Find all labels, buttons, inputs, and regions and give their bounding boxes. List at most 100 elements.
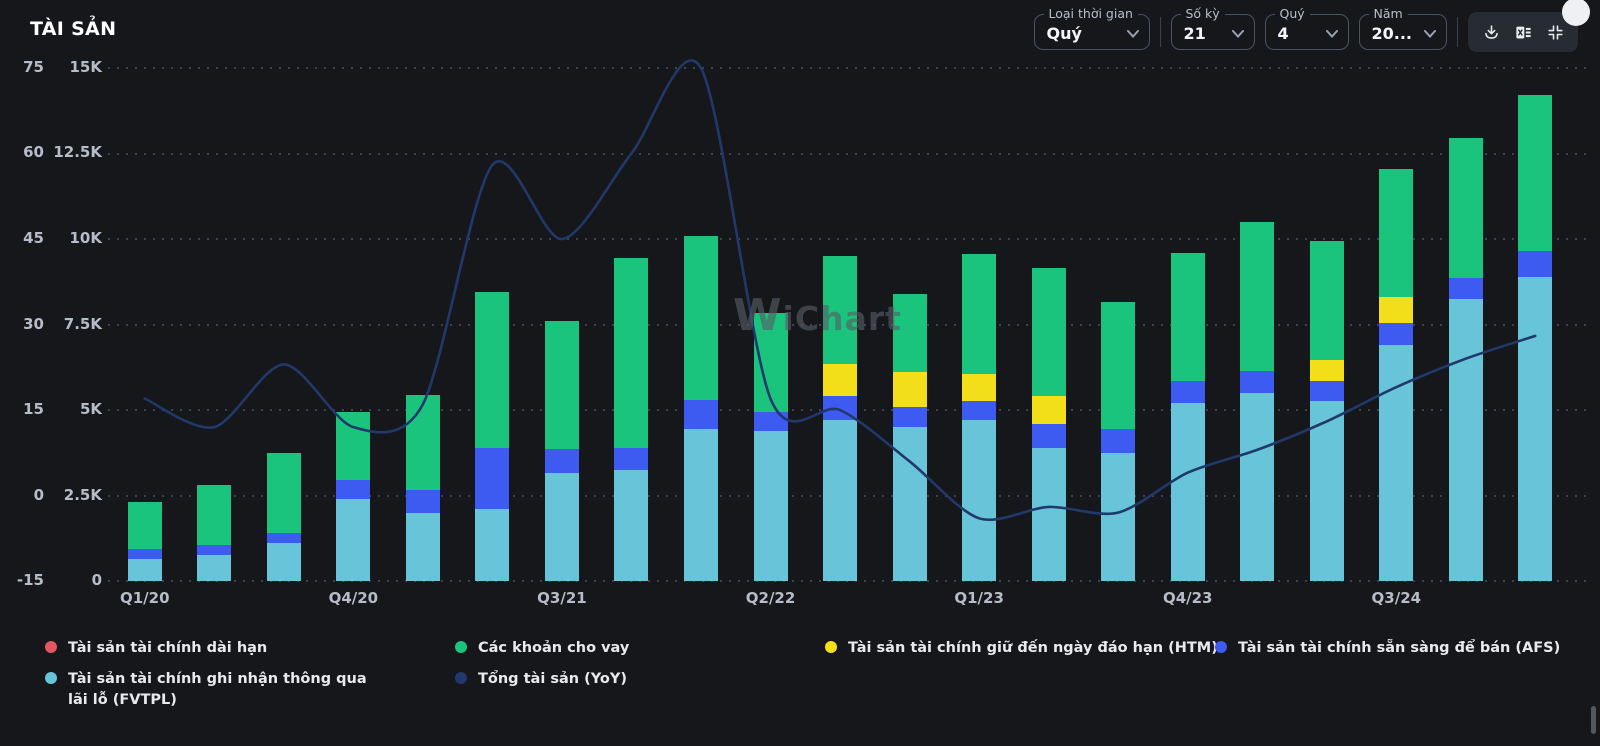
bar-segment-afs[interactable]: [544, 449, 579, 474]
bar-segment-fvtpl[interactable]: [405, 512, 440, 581]
bar-segment-loans[interactable]: [1170, 252, 1205, 381]
bar-segment-loans[interactable]: [614, 257, 649, 448]
bar-segment-afs[interactable]: [1101, 428, 1136, 453]
bar-segment-fvtpl[interactable]: [336, 498, 371, 581]
bar-segment-loans[interactable]: [405, 394, 440, 491]
bar-segment-afs[interactable]: [962, 401, 997, 421]
bar-segment-afs[interactable]: [892, 406, 927, 428]
bar-segment-fvtpl[interactable]: [1379, 345, 1414, 581]
bar-segment-fvtpl[interactable]: [962, 420, 997, 581]
stacked-bar-Q4/24[interactable]: [1448, 68, 1483, 581]
bar-segment-fvtpl[interactable]: [684, 428, 719, 581]
bar-segment-fvtpl[interactable]: [1101, 452, 1136, 581]
stacked-bar-Q3/23[interactable]: [1101, 68, 1136, 581]
legend-item-longterm[interactable]: Tài sản tài chính dài hạn: [45, 638, 267, 659]
stacked-bar-Q1/22[interactable]: [684, 68, 719, 581]
bar-segment-afs[interactable]: [1379, 322, 1414, 346]
bar-segment-loans[interactable]: [544, 321, 579, 450]
bar-segment-fvtpl[interactable]: [127, 558, 162, 581]
stacked-bar-Q4/23[interactable]: [1170, 68, 1205, 581]
bar-segment-loans[interactable]: [684, 235, 719, 400]
select-year[interactable]: Năm 20...: [1358, 6, 1447, 50]
bar-segment-loans[interactable]: [1379, 168, 1414, 298]
stacked-bar-Q2/23[interactable]: [1031, 68, 1066, 581]
stacked-bar-Q2/22[interactable]: [753, 68, 788, 581]
stacked-bar-Q2/21[interactable]: [475, 68, 510, 581]
legend-item-yoy_line[interactable]: Tổng tài sản (YoY): [455, 669, 627, 690]
bar-segment-fvtpl[interactable]: [544, 473, 579, 581]
bar-segment-loans[interactable]: [336, 411, 371, 481]
bar-segment-fvtpl[interactable]: [892, 427, 927, 581]
bar-segment-loans[interactable]: [1518, 95, 1553, 251]
collapse-fullscreen-button[interactable]: [1542, 19, 1568, 45]
stacked-bar-Q3/20[interactable]: [266, 68, 301, 581]
bar-segment-fvtpl[interactable]: [475, 509, 510, 581]
bar-segment-fvtpl[interactable]: [1309, 401, 1344, 581]
bar-segment-fvtpl[interactable]: [823, 420, 858, 581]
stacked-bar-Q1/20[interactable]: [127, 68, 162, 581]
bar-segment-afs[interactable]: [197, 545, 232, 556]
bar-segment-fvtpl[interactable]: [197, 555, 232, 581]
bar-segment-afs[interactable]: [684, 399, 719, 429]
bar-segment-afs[interactable]: [266, 533, 301, 544]
stacked-bar-Q1/21[interactable]: [405, 68, 440, 581]
download-button[interactable]: [1478, 19, 1504, 45]
bar-segment-afs[interactable]: [823, 396, 858, 421]
legend-item-loans[interactable]: Các khoản cho vay: [455, 638, 629, 659]
bar-segment-fvtpl[interactable]: [1240, 392, 1275, 581]
bar-segment-htm[interactable]: [823, 363, 858, 397]
bar-segment-afs[interactable]: [1448, 278, 1483, 299]
bar-segment-fvtpl[interactable]: [1448, 298, 1483, 581]
bar-segment-afs[interactable]: [336, 480, 371, 499]
select-time-type[interactable]: Loại thời gian Quý: [1033, 6, 1150, 50]
bar-segment-loans[interactable]: [1101, 302, 1136, 429]
bar-segment-loans[interactable]: [1309, 240, 1344, 361]
bar-segment-loans[interactable]: [892, 293, 927, 373]
bar-segment-afs[interactable]: [1170, 380, 1205, 404]
stacked-bar-Q3/24[interactable]: [1379, 68, 1414, 581]
bar-segment-loans[interactable]: [127, 502, 162, 549]
stacked-bar-Q4/20[interactable]: [336, 68, 371, 581]
stacked-bar-Q4/22[interactable]: [892, 68, 927, 581]
bar-segment-afs[interactable]: [1240, 370, 1275, 393]
bar-segment-htm[interactable]: [1309, 360, 1344, 381]
bar-segment-loans[interactable]: [1240, 221, 1275, 371]
bar-segment-fvtpl[interactable]: [1170, 403, 1205, 581]
bar-segment-loans[interactable]: [962, 254, 997, 375]
scrollbar-thumb[interactable]: [1591, 706, 1596, 734]
bar-segment-afs[interactable]: [405, 490, 440, 513]
bar-segment-loans[interactable]: [1031, 268, 1066, 397]
legend-item-htm[interactable]: Tài sản tài chính giữ đến ngày đáo hạn (…: [825, 638, 1218, 659]
bar-segment-loans[interactable]: [266, 452, 301, 534]
bar-segment-loans[interactable]: [197, 485, 232, 546]
stacked-bar-Q1/23[interactable]: [962, 68, 997, 581]
bar-segment-fvtpl[interactable]: [266, 543, 301, 581]
stacked-bar-Q2/24[interactable]: [1309, 68, 1344, 581]
stacked-bar-Q1/25[interactable]: [1518, 68, 1553, 581]
bar-segment-htm[interactable]: [962, 374, 997, 402]
bar-segment-loans[interactable]: [1448, 138, 1483, 279]
stacked-bar-Q3/21[interactable]: [544, 68, 579, 581]
bar-segment-fvtpl[interactable]: [753, 430, 788, 581]
bar-segment-afs[interactable]: [475, 447, 510, 510]
stacked-bar-Q1/24[interactable]: [1240, 68, 1275, 581]
legend-item-afs[interactable]: Tài sản tài chính sẵn sàng để bán (AFS): [1215, 638, 1560, 659]
bar-segment-fvtpl[interactable]: [1031, 447, 1066, 581]
stacked-bar-Q3/22[interactable]: [823, 68, 858, 581]
bar-segment-afs[interactable]: [1518, 251, 1553, 277]
bar-segment-loans[interactable]: [823, 256, 858, 364]
bar-segment-fvtpl[interactable]: [614, 469, 649, 581]
bar-segment-loans[interactable]: [753, 312, 788, 412]
select-quarter[interactable]: Quý 4: [1264, 6, 1349, 50]
stacked-bar-Q4/21[interactable]: [614, 68, 649, 581]
excel-export-button[interactable]: [1510, 19, 1536, 45]
bar-segment-afs[interactable]: [127, 548, 162, 559]
bar-segment-htm[interactable]: [1031, 396, 1066, 424]
stacked-bar-Q2/20[interactable]: [197, 68, 232, 581]
bar-segment-loans[interactable]: [475, 292, 510, 448]
bar-segment-htm[interactable]: [892, 372, 927, 407]
bar-segment-afs[interactable]: [614, 447, 649, 470]
legend-item-fvtpl[interactable]: Tài sản tài chính ghi nhận thông qua lãi…: [45, 669, 380, 711]
bar-segment-htm[interactable]: [1379, 297, 1414, 323]
bar-segment-afs[interactable]: [753, 411, 788, 431]
